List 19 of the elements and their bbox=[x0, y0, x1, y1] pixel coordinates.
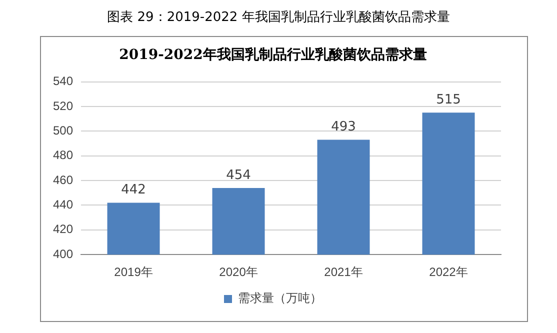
y-tick-label: 480 bbox=[52, 148, 74, 162]
y-tick-label: 420 bbox=[52, 222, 74, 236]
data-label: 442 bbox=[121, 182, 146, 198]
y-tick-label: 400 bbox=[52, 246, 74, 261]
y-tick-label: 500 bbox=[52, 123, 74, 138]
x-tick-label: 2019年 bbox=[114, 265, 153, 280]
x-tick-label: 2020年 bbox=[219, 265, 258, 280]
legend-label: 需求量（万吨） bbox=[238, 291, 322, 306]
chart-title: 图表 29：2019-2022 年我国乳制品行业乳酸菌饮品需求量 bbox=[106, 9, 451, 26]
data-label: 454 bbox=[226, 168, 251, 183]
y-tick-label: 460 bbox=[52, 172, 74, 187]
x-tick-label: 2021年 bbox=[324, 265, 363, 280]
data-label: 493 bbox=[331, 120, 356, 135]
y-tick-label: 540 bbox=[52, 74, 74, 88]
x-tick-label: 2022年 bbox=[429, 265, 468, 280]
data-label: 515 bbox=[436, 92, 461, 108]
chart-subtitle: 2019-2022年我国乳制品行业乳酸菌饮品需求量 bbox=[119, 47, 427, 64]
y-tick-label: 520 bbox=[52, 98, 74, 113]
y-tick-label: 440 bbox=[52, 198, 74, 212]
